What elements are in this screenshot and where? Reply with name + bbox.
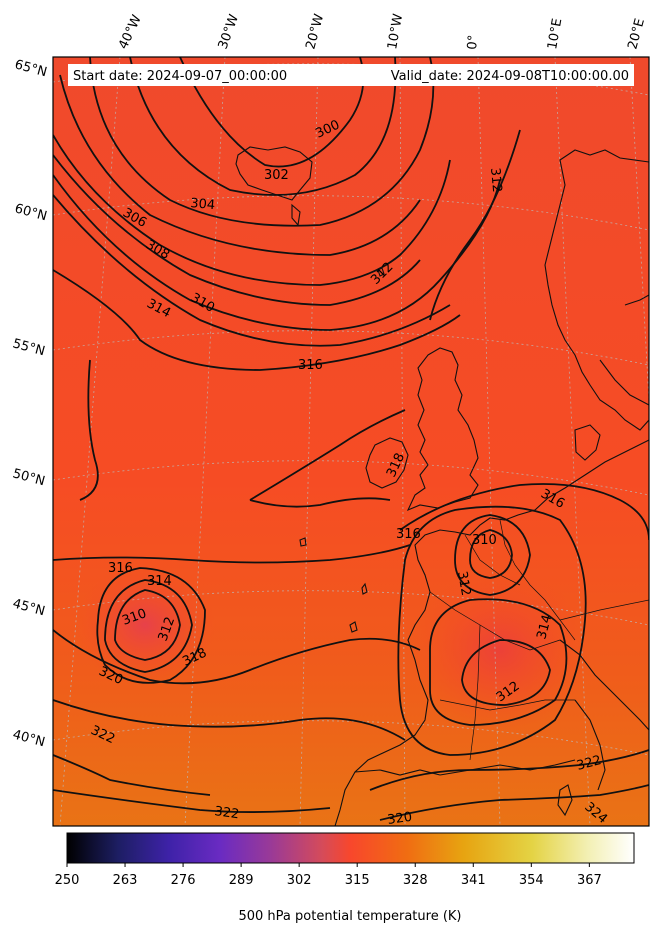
colorbar-tick-label: 315 <box>345 873 370 888</box>
contour-label: 312 <box>454 570 473 597</box>
contour-label: 304 <box>190 196 216 213</box>
colorbar-tick-label: 354 <box>519 873 544 888</box>
lon-label: 0° <box>465 34 481 50</box>
lon-label: 40°W <box>116 13 145 52</box>
low-north-shading <box>53 57 590 340</box>
contour-label: 322 <box>575 753 603 774</box>
graticule <box>53 57 649 826</box>
lon-label: 10°W <box>385 13 406 51</box>
contour-label: 316 <box>396 527 421 542</box>
colorbar-tick-label: 250 <box>55 873 80 888</box>
lat-label: 40°N <box>11 727 47 750</box>
lon-label: 10°E <box>545 17 565 50</box>
lat-label: 50°N <box>11 466 47 489</box>
colorbar: 250 263 276 289 302 315 328 341 354 367 500 hPa p… <box>55 832 635 924</box>
longitude-labels: 40°W 30°W 20°W 10°W 0° 10°E 20°E <box>116 12 648 51</box>
lat-label: 55°N <box>11 336 47 359</box>
coastlines <box>235 146 649 826</box>
contour-label: 316 <box>298 358 323 373</box>
lat-label: 45°N <box>11 596 47 619</box>
lon-label: 30°W <box>216 12 242 51</box>
colorbar-ticks: 250 263 276 289 302 315 328 341 354 367 <box>55 863 602 888</box>
lat-label: 65°N <box>13 57 49 80</box>
contour-label: 314 <box>534 613 555 641</box>
low-west-shading <box>75 565 215 685</box>
contour-label: 322 <box>213 804 240 822</box>
colorbar-tick-label: 328 <box>403 873 428 888</box>
lat-label: 60°N <box>13 201 49 224</box>
lon-label: 20°W <box>303 12 327 51</box>
contour-label: 314 <box>147 574 172 589</box>
lon-label: 20°E <box>625 17 648 51</box>
colorbar-tick-label: 289 <box>229 873 254 888</box>
contour-label: 312 <box>487 167 504 193</box>
start-date-label: Start date: 2024-09-07_00:00:00 <box>73 69 287 84</box>
header-box <box>68 64 634 86</box>
contour-label: 316 <box>108 561 133 576</box>
latitude-labels: 65°N 60°N 55°N 50°N 45°N 40°N <box>11 57 49 750</box>
colorbar-tick-label: 276 <box>171 873 196 888</box>
contour-lines <box>53 57 649 821</box>
colorbar-tick-label: 341 <box>461 873 486 888</box>
contour-label: 320 <box>386 810 413 828</box>
map-frame <box>52 56 650 827</box>
colorbar-tick-label: 302 <box>287 873 312 888</box>
contour-label: 302 <box>264 168 289 183</box>
contour-label: 310 <box>472 533 497 548</box>
colorbar-gradient <box>66 832 635 864</box>
valid-date-label: Valid_date: 2024-09-08T10:00:00.00 <box>391 69 629 84</box>
colorbar-tick-label: 367 <box>577 873 602 888</box>
colorbar-label: 500 hPa potential temperature (K) <box>238 909 461 924</box>
colorbar-tick-label: 263 <box>113 873 138 888</box>
map-panel: 300 302 304 306 308 310 312 314 316 318 … <box>53 57 649 828</box>
